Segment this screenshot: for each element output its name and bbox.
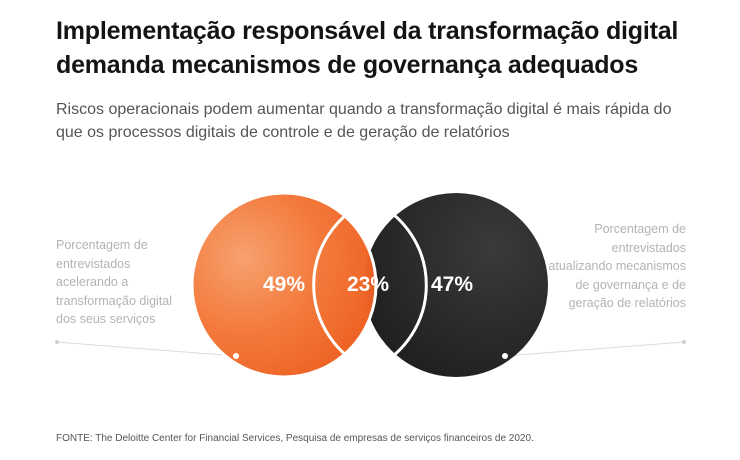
right-set-value: 47%	[430, 273, 474, 296]
right-connector-dot-start	[502, 353, 508, 359]
left-connector-line	[55, 341, 237, 357]
right-set-label: Porcentagem de entrevistados atualizando…	[548, 222, 686, 310]
right-connector-dot-end	[682, 340, 686, 344]
left-set-circle	[192, 193, 376, 377]
left-connector-dot-end	[233, 353, 239, 359]
left-set-value: 49%	[262, 273, 306, 296]
source-note: FONTE: The Deloitte Center for Financial…	[56, 433, 534, 444]
left-set-outline	[190, 191, 378, 379]
left-set-label: Porcentagem de entrevistados acelerando …	[56, 238, 173, 326]
page-title: Implementação responsável da transformaç…	[56, 17, 679, 79]
overlap-value: 23%	[346, 273, 390, 296]
overlap-outline	[312, 198, 428, 372]
right-set-circle	[364, 193, 548, 377]
right-connector-line	[504, 341, 685, 357]
page-subtitle: Riscos operacionais podem aumentar quand…	[56, 101, 672, 141]
left-connector-dot-start	[55, 340, 59, 344]
